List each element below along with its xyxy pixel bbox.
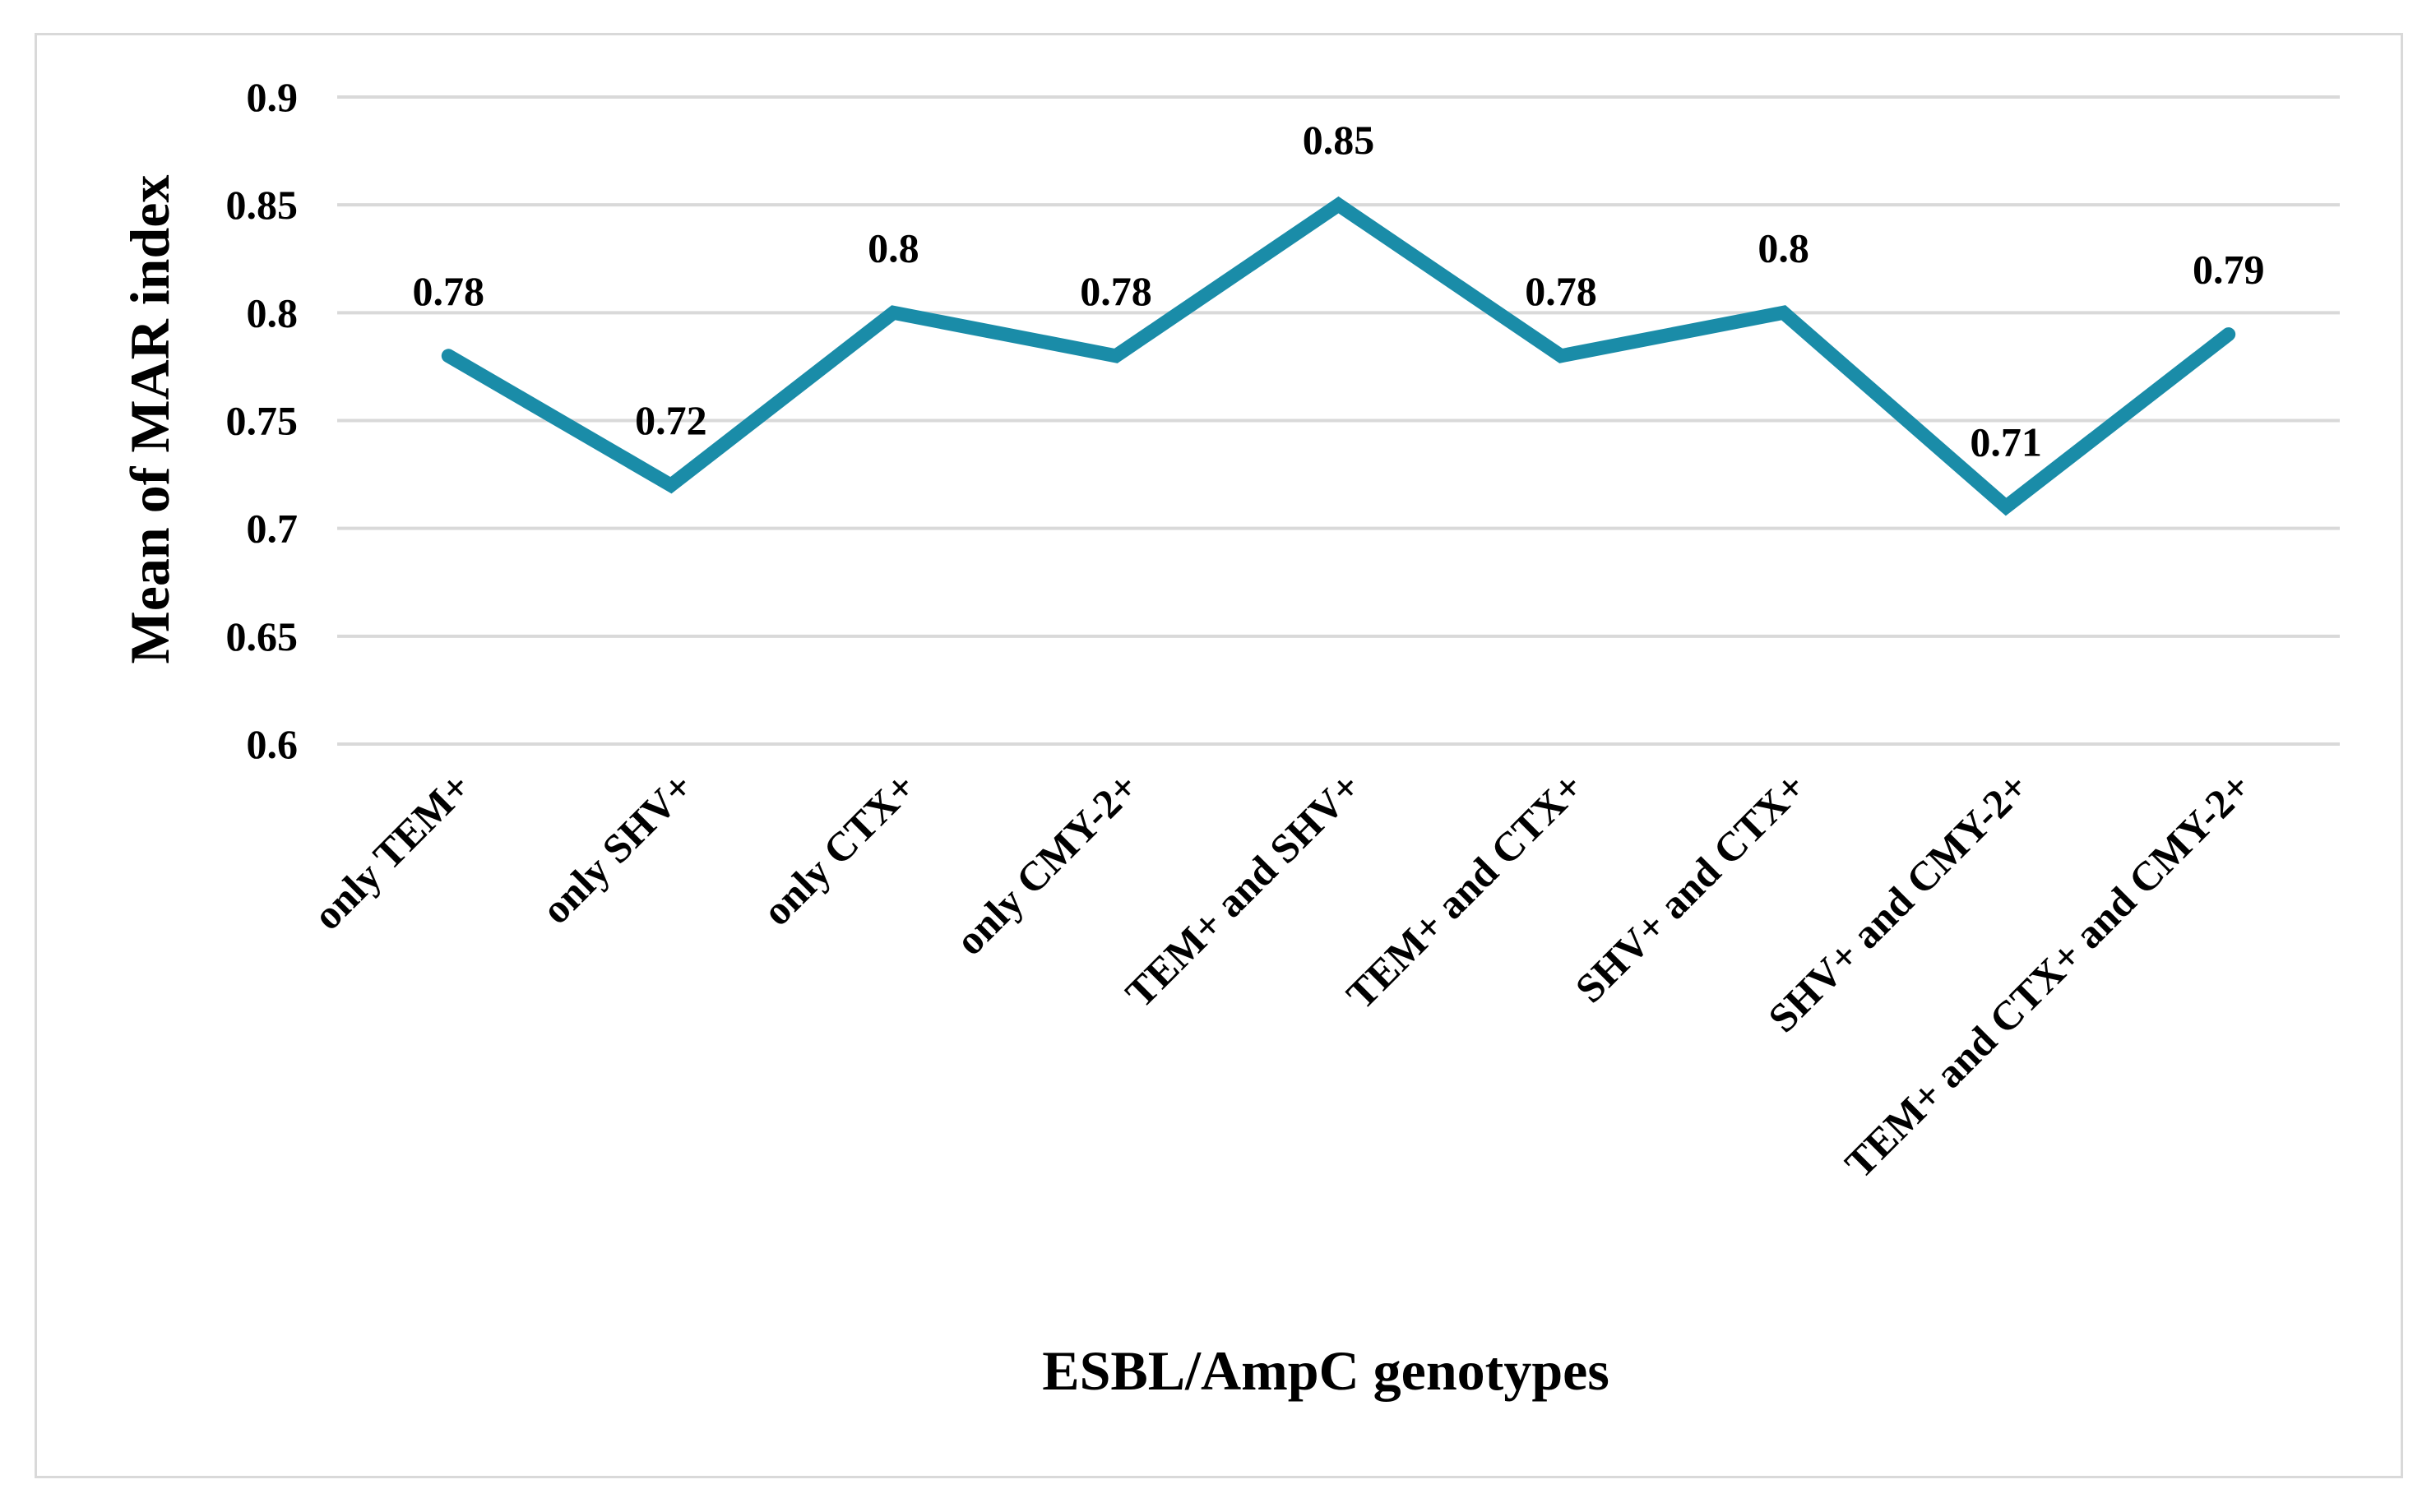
data-point [1776,306,1790,320]
x-category-label: TEM+ and SHV+ [1116,763,1369,1016]
y-tick-label: 0.75 [226,398,299,444]
data-point [2221,327,2235,341]
x-category-label: TEM+ and CTX+ [1337,763,1592,1018]
data-point [442,349,456,363]
series-line [441,196,2236,516]
x-category-label: only SHV+ [532,763,702,932]
data-label: 0.78 [413,268,485,314]
data-label: 0.78 [1080,268,1152,314]
y-tick-label: 0.7 [247,506,299,552]
data-point [664,479,678,492]
chart-frame [35,33,2403,1478]
y-axis-title: Mean of MAR index [118,175,181,664]
x-category-label: only CMY-2+ [947,763,1147,964]
data-point [1999,500,2013,514]
x-category-label: only CTX+ [753,763,924,934]
x-category-labels: only TEM+ only SHV+ only CTX+ only CMY-2+TE… [304,763,2260,1186]
x-axis-title: ESBL/AmpC genotypes [1042,1339,1609,1402]
x-category-label: only TEM+ [304,763,479,938]
data-label: 0.78 [1525,268,1597,314]
y-tick-label: 0.8 [247,289,299,335]
y-tick-label: 0.65 [226,613,299,659]
data-point [1554,349,1568,363]
y-tick-label: 0.9 [247,74,299,120]
x-category-label: SHV+ and CTX+ [1566,763,1814,1011]
x-category-label: TEM+ and CTX+ and CMY-2+ [1836,763,2259,1186]
data-point [887,306,901,320]
data-label: 0.72 [635,397,707,443]
data-label: 0.79 [2193,247,2265,293]
data-point [1331,198,1345,212]
data-label: 0.8 [868,224,919,270]
y-tick-label: 0.6 [247,721,299,767]
data-label: 0.8 [1758,224,1809,270]
series [441,196,2236,516]
y-tick-labels: 0.6 0.65 0.7 0.75 0.8 0.85 0.9 [226,74,299,767]
data-label: 0.71 [1970,418,2042,465]
data-labels: 0.78 0.72 0.8 0.78 0.85 0.78 0.8 0.71 0.79 [413,117,2265,465]
data-label: 0.85 [1303,117,1375,163]
y-tick-label: 0.85 [226,182,299,228]
data-point [1109,349,1123,363]
